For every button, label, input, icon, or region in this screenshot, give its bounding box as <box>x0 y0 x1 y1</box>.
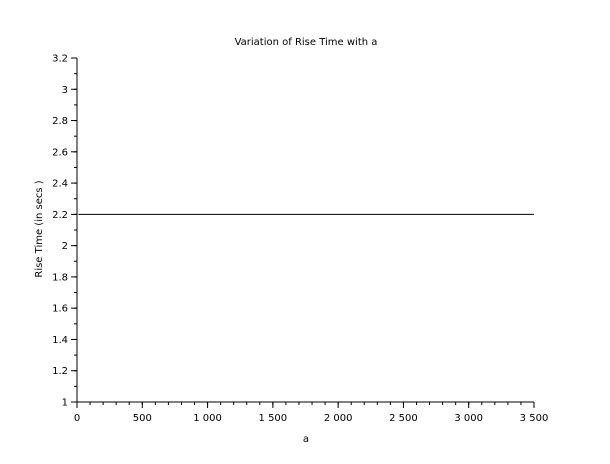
axes: 0 500 1 000 1 500 2 000 2 500 3 000 3 500 1 1.2 1.… <box>52 54 548 425</box>
x-tick-label: 2 500 <box>389 413 418 424</box>
y-tick-label: 2.4 <box>52 179 68 190</box>
y-tick-label: 1.8 <box>52 272 68 283</box>
y-tick-label: 2.6 <box>52 147 68 158</box>
x-tick-label: 1 500 <box>259 413 288 424</box>
y-tick-label: 3 <box>62 85 68 96</box>
y-tick-label: 1 <box>62 398 68 409</box>
y-axis-label: Rise Time (in secs ) <box>34 180 45 277</box>
y-tick-label: 2.2 <box>52 210 68 221</box>
y-tick-label: 1.6 <box>52 304 68 315</box>
y-tick-label: 1.2 <box>52 366 68 377</box>
x-tick-label: 500 <box>133 413 152 424</box>
x-tick-label: 3 000 <box>454 413 483 424</box>
y-tick-label: 1.4 <box>52 335 68 346</box>
x-tick-label: 0 <box>74 413 80 424</box>
x-tick-label: 2 000 <box>324 413 353 424</box>
x-tick-label: 1 000 <box>193 413 222 424</box>
chart-title: Variation of Rise Time with a <box>235 37 378 48</box>
y-tick-label: 3.2 <box>52 54 68 65</box>
y-tick-label: 2 <box>62 241 68 252</box>
x-tick-label: 3 500 <box>520 413 549 424</box>
y-tick-label: 2.8 <box>52 116 68 127</box>
x-axis-label: a <box>303 434 309 445</box>
